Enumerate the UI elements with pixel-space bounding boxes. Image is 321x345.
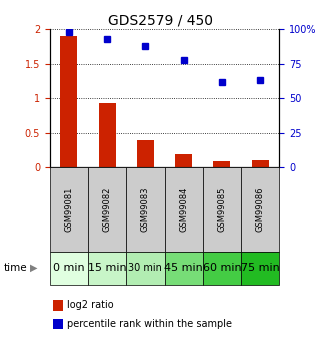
Text: GSM99081: GSM99081 bbox=[65, 187, 74, 232]
Text: 75 min: 75 min bbox=[241, 263, 280, 273]
Text: 45 min: 45 min bbox=[164, 263, 203, 273]
Text: 0 min: 0 min bbox=[53, 263, 85, 273]
Text: GSM99085: GSM99085 bbox=[217, 187, 226, 232]
Text: time: time bbox=[3, 263, 27, 273]
Text: GSM99086: GSM99086 bbox=[256, 187, 265, 232]
Bar bbox=[137, 140, 154, 167]
Bar bbox=[99, 103, 116, 167]
Text: 60 min: 60 min bbox=[203, 263, 241, 273]
Bar bbox=[175, 154, 192, 167]
Text: GSM99082: GSM99082 bbox=[103, 187, 112, 232]
Text: 30 min: 30 min bbox=[128, 263, 162, 273]
Bar bbox=[60, 36, 77, 167]
Text: percentile rank within the sample: percentile rank within the sample bbox=[67, 319, 232, 329]
Text: 15 min: 15 min bbox=[88, 263, 126, 273]
Text: GSM99084: GSM99084 bbox=[179, 187, 188, 232]
Text: log2 ratio: log2 ratio bbox=[67, 300, 114, 310]
Bar bbox=[252, 160, 269, 167]
Text: GSM99083: GSM99083 bbox=[141, 187, 150, 232]
Text: GDS2579 / 450: GDS2579 / 450 bbox=[108, 14, 213, 28]
Bar bbox=[213, 161, 230, 167]
Text: ▶: ▶ bbox=[30, 263, 38, 273]
